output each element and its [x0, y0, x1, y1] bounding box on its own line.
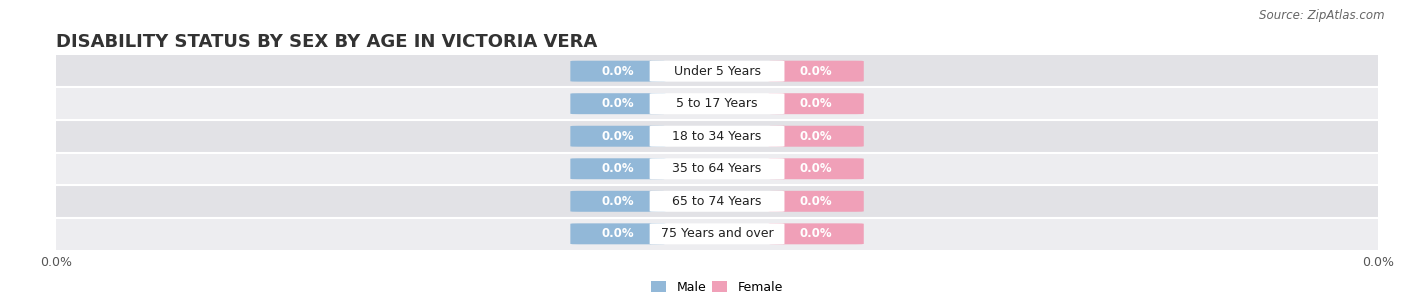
FancyBboxPatch shape	[571, 223, 665, 244]
FancyBboxPatch shape	[769, 223, 863, 244]
Text: 0.0%: 0.0%	[602, 130, 634, 143]
Text: 0.0%: 0.0%	[800, 130, 832, 143]
Text: 0.0%: 0.0%	[800, 65, 832, 78]
Text: 0.0%: 0.0%	[800, 195, 832, 208]
Text: 0.0%: 0.0%	[602, 162, 634, 175]
FancyBboxPatch shape	[769, 191, 863, 212]
Text: 65 to 74 Years: 65 to 74 Years	[672, 195, 762, 208]
Text: 0.0%: 0.0%	[602, 97, 634, 110]
Text: 18 to 34 Years: 18 to 34 Years	[672, 130, 762, 143]
FancyBboxPatch shape	[571, 191, 665, 212]
FancyBboxPatch shape	[769, 61, 863, 82]
Text: 75 Years and over: 75 Years and over	[661, 227, 773, 240]
FancyBboxPatch shape	[571, 61, 665, 82]
FancyBboxPatch shape	[650, 158, 785, 179]
Text: 0.0%: 0.0%	[602, 65, 634, 78]
Text: 5 to 17 Years: 5 to 17 Years	[676, 97, 758, 110]
Text: Source: ZipAtlas.com: Source: ZipAtlas.com	[1260, 9, 1385, 22]
FancyBboxPatch shape	[650, 93, 785, 114]
FancyBboxPatch shape	[571, 158, 665, 179]
Legend: Male, Female: Male, Female	[647, 275, 787, 299]
FancyBboxPatch shape	[650, 223, 785, 244]
Bar	[56, 120, 1378, 152]
FancyBboxPatch shape	[650, 126, 785, 147]
Text: 0.0%: 0.0%	[800, 227, 832, 240]
FancyBboxPatch shape	[769, 126, 863, 147]
FancyBboxPatch shape	[769, 93, 863, 114]
Bar	[56, 185, 1378, 217]
FancyBboxPatch shape	[650, 191, 785, 212]
Text: Under 5 Years: Under 5 Years	[673, 65, 761, 78]
Bar	[56, 152, 1378, 185]
Text: 0.0%: 0.0%	[602, 195, 634, 208]
Text: DISABILITY STATUS BY SEX BY AGE IN VICTORIA VERA: DISABILITY STATUS BY SEX BY AGE IN VICTO…	[56, 33, 598, 51]
FancyBboxPatch shape	[571, 126, 665, 147]
Bar	[56, 217, 1378, 250]
Bar	[56, 55, 1378, 88]
Text: 0.0%: 0.0%	[800, 97, 832, 110]
FancyBboxPatch shape	[571, 93, 665, 114]
FancyBboxPatch shape	[769, 158, 863, 179]
Text: 35 to 64 Years: 35 to 64 Years	[672, 162, 762, 175]
Text: 0.0%: 0.0%	[602, 227, 634, 240]
Bar	[56, 88, 1378, 120]
Text: 0.0%: 0.0%	[800, 162, 832, 175]
FancyBboxPatch shape	[650, 61, 785, 82]
